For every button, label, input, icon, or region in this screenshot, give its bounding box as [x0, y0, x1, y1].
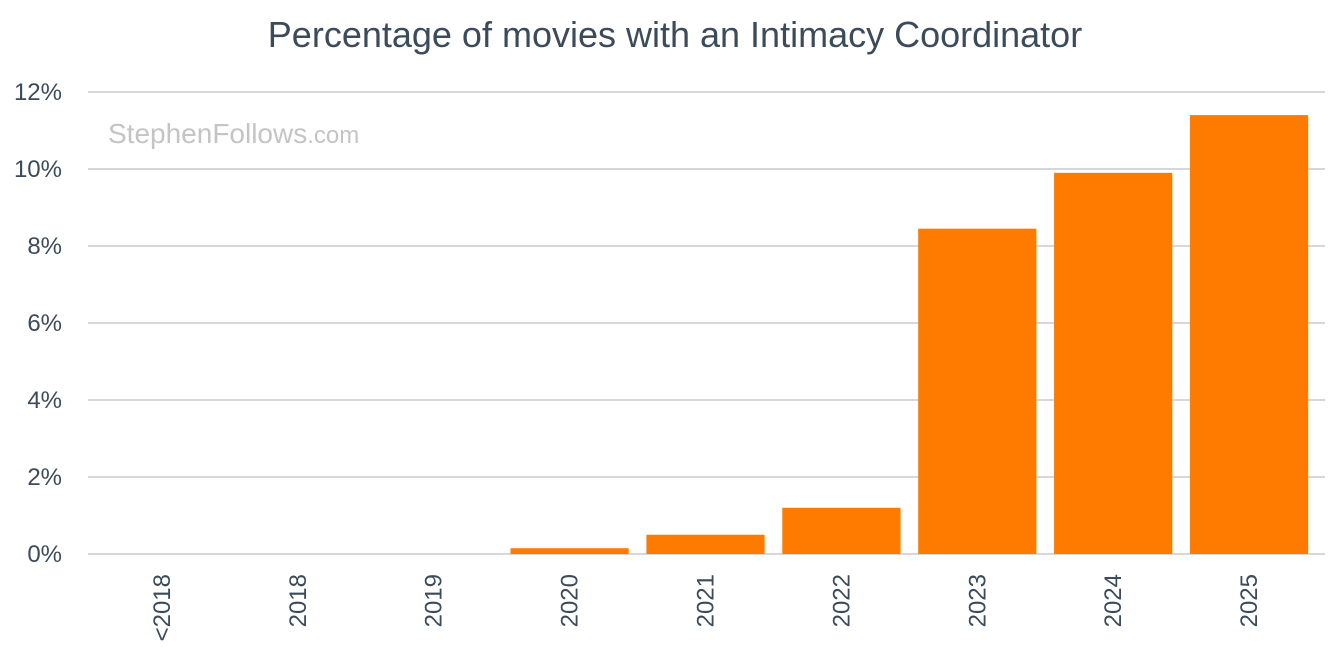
bars: [510, 115, 1309, 555]
x-tick-label: 2018: [285, 574, 312, 627]
bar-2024: [1054, 172, 1173, 554]
x-tick-label: 2021: [693, 574, 720, 627]
bar-2023: [918, 228, 1037, 555]
y-tick-label: 6%: [27, 310, 62, 337]
bar-2020: [510, 548, 629, 554]
y-tick-label: 10%: [14, 156, 62, 183]
y-tick-label: 4%: [27, 387, 62, 414]
bar-2022: [782, 507, 901, 554]
x-tick-label: 2024: [1100, 574, 1127, 627]
watermark-main: StephenFollows: [108, 118, 307, 149]
gridlines: [88, 91, 1325, 555]
y-tick-label: 8%: [27, 233, 62, 260]
bar-2021: [646, 534, 765, 554]
x-tick-label: 2022: [828, 574, 855, 627]
chart-title: Percentage of movies with an Intimacy Co…: [268, 14, 1082, 55]
x-tick-label: 2023: [964, 574, 991, 627]
y-tick-label: 12%: [14, 79, 62, 106]
x-tick-label: 2020: [557, 574, 584, 627]
y-axis-ticks: 0% 2% 4% 6% 8% 10% 12%: [14, 79, 62, 568]
watermark: StephenFollows.com: [108, 118, 359, 149]
y-tick-label: 0%: [27, 541, 62, 568]
watermark-suffix: .com: [307, 122, 359, 149]
x-axis-ticks: <2018 2018 2019 2020 2021 2022 2023 2024 2025: [149, 574, 1263, 641]
y-tick-label: 2%: [27, 464, 62, 491]
x-tick-label: <2018: [149, 574, 176, 641]
x-tick-label: 2019: [421, 574, 448, 627]
x-tick-label: 2025: [1236, 574, 1263, 627]
bar-2025: [1189, 115, 1309, 554]
